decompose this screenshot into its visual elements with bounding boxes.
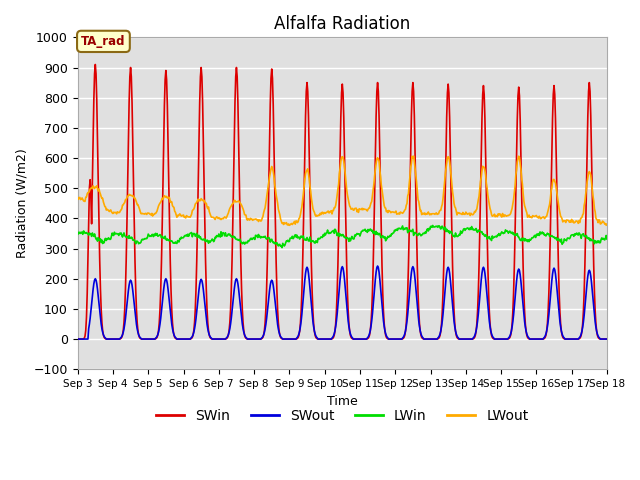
Legend: SWin, SWout, LWin, LWout: SWin, SWout, LWin, LWout [150,404,534,429]
LWout [335,181,342,187]
LWin [278,245,286,251]
Line: LWin: LWin [77,226,607,248]
LWout [410,153,417,159]
SWout [334,303,342,309]
Title: Alfalfa Radiation: Alfalfa Radiation [274,15,410,33]
SWin [102,336,110,342]
LWout [603,221,611,227]
SWin [603,336,611,342]
SWin [439,289,447,295]
Line: LWout: LWout [77,156,607,225]
Text: TA_rad: TA_rad [81,35,125,48]
LWout [439,196,447,202]
LWout [386,209,394,215]
LWin [212,233,220,239]
LWout [190,206,198,212]
SWout [190,329,198,335]
SWout [438,318,446,324]
SWin [191,307,199,312]
SWout [74,336,81,342]
SWout [212,336,220,342]
Line: SWout: SWout [77,266,607,339]
X-axis label: Time: Time [327,395,358,408]
SWout [374,263,381,269]
SWin [556,309,564,314]
LWout [74,195,81,201]
LWin [190,230,198,236]
SWin [387,336,395,342]
LWin [74,229,81,235]
LWin [603,236,611,242]
LWin [386,232,394,238]
LWout [285,222,293,228]
SWin [214,336,222,342]
LWout [212,214,220,220]
SWin [74,336,81,342]
LWin [556,237,564,243]
SWout [386,336,394,342]
SWout [556,312,563,317]
SWin [335,190,343,196]
SWin [92,61,99,67]
SWout [603,336,611,342]
LWout [556,210,564,216]
LWin [335,230,342,236]
LWin [439,225,447,231]
Y-axis label: Radiation (W/m2): Radiation (W/m2) [15,148,28,258]
LWin [429,223,436,228]
Line: SWin: SWin [77,64,607,339]
